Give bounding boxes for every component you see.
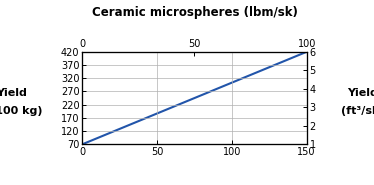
Text: (L/100 kg): (L/100 kg)	[0, 106, 43, 116]
Text: (ft³/sk): (ft³/sk)	[341, 106, 374, 116]
Text: Yield: Yield	[0, 88, 27, 97]
Text: Yield: Yield	[347, 88, 374, 97]
Text: Ceramic microspheres (lbm/sk): Ceramic microspheres (lbm/sk)	[92, 6, 297, 18]
